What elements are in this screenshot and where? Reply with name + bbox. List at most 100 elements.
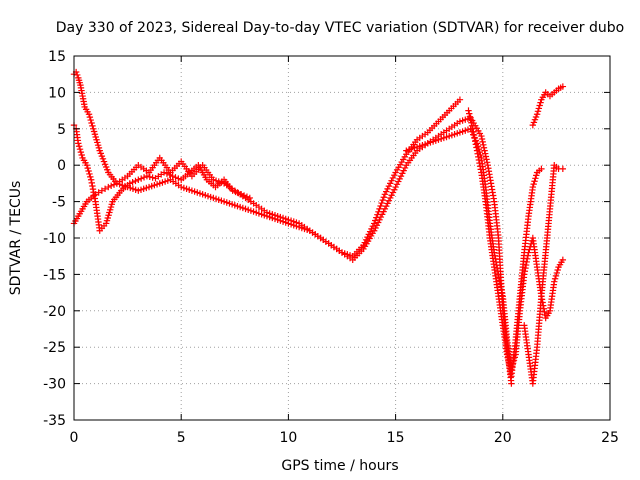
data-point <box>90 189 97 196</box>
data-point <box>534 108 542 115</box>
data-point <box>140 174 148 181</box>
data-point <box>475 153 482 161</box>
data-point <box>480 144 488 151</box>
data-point <box>379 196 386 204</box>
x-tick-label: 25 <box>601 430 619 446</box>
data-point <box>456 96 464 103</box>
data-point <box>137 175 145 182</box>
data-point <box>495 274 503 281</box>
series-trace-c <box>70 121 254 234</box>
data-point <box>551 278 558 285</box>
data-point <box>83 162 91 169</box>
data-point <box>135 176 142 183</box>
data-point <box>529 183 537 191</box>
x-axis-ticks: 0 5 10 15 20 25 <box>70 56 619 446</box>
data-point <box>531 178 538 185</box>
data-point <box>523 258 530 266</box>
data-point <box>160 169 168 176</box>
data-point <box>466 113 474 120</box>
series-trace-g <box>529 83 567 129</box>
data-point <box>149 174 156 181</box>
data-point <box>163 170 171 177</box>
data-point <box>107 182 115 190</box>
data-point <box>559 165 567 173</box>
data-point <box>376 205 383 213</box>
y-tick-label: -35 <box>43 413 66 429</box>
data-point <box>377 202 384 210</box>
data-point <box>537 99 544 106</box>
data-point <box>477 166 484 173</box>
data-point <box>380 194 388 201</box>
data-point <box>240 192 248 199</box>
data-point <box>478 132 485 140</box>
data-point <box>246 194 254 202</box>
data-point <box>470 128 477 136</box>
data-point <box>89 182 96 190</box>
data-point <box>175 175 182 182</box>
data-point <box>559 83 567 90</box>
y-tick-label: -10 <box>43 231 66 247</box>
y-tick-label: 0 <box>57 158 66 174</box>
series-trace-f <box>521 162 567 387</box>
data-point <box>166 171 173 179</box>
data-point <box>126 180 133 187</box>
data-point <box>235 189 242 197</box>
data-point <box>466 110 473 117</box>
data-point <box>169 172 176 180</box>
data-point <box>553 269 561 277</box>
y-tick-label: 15 <box>48 49 66 65</box>
data-point <box>522 261 530 269</box>
y-axis-label: SDTVAR / TECUs <box>8 181 24 296</box>
data-point <box>532 175 539 182</box>
data-point <box>75 140 82 147</box>
data-point <box>480 141 487 149</box>
data-point <box>559 256 567 264</box>
data-point <box>105 183 112 191</box>
data-point <box>533 172 540 179</box>
chart-title: Day 330 of 2023, Sidereal Day-to-day VTE… <box>56 20 624 36</box>
data-point <box>467 116 474 123</box>
data-point <box>91 192 98 199</box>
y-tick-label: -25 <box>43 340 66 356</box>
data-point <box>497 280 504 287</box>
data-point <box>495 271 502 278</box>
data-point <box>87 176 95 183</box>
data-point <box>554 266 561 274</box>
data-point <box>504 354 511 361</box>
x-tick-label: 5 <box>177 430 186 446</box>
data-point <box>476 163 484 170</box>
data-point <box>76 145 84 153</box>
x-tick-label: 20 <box>494 430 512 446</box>
y-tick-label: -15 <box>43 267 66 283</box>
data-point <box>143 172 151 180</box>
data-point <box>481 147 488 154</box>
data-point <box>85 111 93 118</box>
data-point <box>75 143 83 150</box>
data-point <box>483 159 491 166</box>
y-axis-ticks: -35 -30 -25 -20 -15 -10 -5 0 5 10 15 <box>43 49 610 429</box>
data-point <box>476 159 483 167</box>
x-axis-label: GPS time / hours <box>281 458 398 474</box>
data-point <box>478 135 486 143</box>
data-point <box>474 150 481 157</box>
data-point <box>132 177 139 185</box>
data-point <box>482 150 489 157</box>
data-point <box>497 283 505 291</box>
data-point <box>146 173 153 181</box>
data-point <box>88 179 95 187</box>
data-point <box>508 380 515 387</box>
data-marks <box>70 68 567 387</box>
data-point <box>468 119 475 126</box>
data-point <box>552 272 560 280</box>
data-point <box>473 144 480 151</box>
data-point <box>129 178 136 186</box>
data-point <box>172 174 179 181</box>
data-point <box>541 308 548 316</box>
data-point <box>110 181 118 188</box>
data-point <box>471 134 478 142</box>
grid-lines <box>74 56 610 420</box>
data-point <box>74 71 81 79</box>
data-point <box>238 191 245 198</box>
x-tick-label: 0 <box>70 430 79 446</box>
